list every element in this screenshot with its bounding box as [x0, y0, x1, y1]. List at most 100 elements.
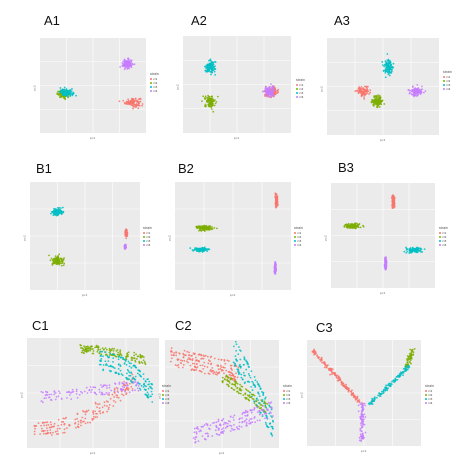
scatter-point — [49, 421, 52, 423]
x-axis-label: pc1 — [380, 291, 386, 295]
scatter-point — [89, 349, 91, 352]
scatter-point — [260, 406, 263, 409]
scatter-point — [112, 357, 115, 360]
scatter-point — [365, 89, 367, 92]
scatter-point — [111, 393, 114, 396]
legend-entry: cl3 — [294, 239, 303, 243]
scatter-point — [42, 421, 44, 424]
scatter-point — [133, 377, 136, 380]
scatter-point — [99, 363, 102, 366]
scatter-point — [272, 427, 274, 430]
scatter-point — [62, 90, 65, 93]
scatter-point — [268, 412, 271, 415]
scatter-point — [349, 225, 352, 228]
scatter-point — [85, 348, 88, 351]
scatter-point — [369, 89, 372, 92]
scatter-point — [193, 369, 196, 371]
scatter-point — [316, 355, 319, 358]
scatter-point — [176, 364, 178, 367]
scatter-point — [229, 374, 232, 377]
scatter-point — [364, 431, 367, 434]
scatter-point — [208, 59, 210, 62]
scatter-point — [123, 386, 126, 389]
scatter-point — [126, 67, 129, 70]
scatter-point — [195, 369, 198, 371]
x-axis-label: pc1 — [234, 136, 240, 140]
scatter-point — [227, 420, 230, 422]
scatter-point — [48, 254, 50, 257]
scatter-point — [76, 396, 79, 399]
scatter-point — [211, 435, 214, 437]
scatter-point — [409, 361, 411, 364]
scatter-point — [411, 350, 414, 353]
plot-b2 — [175, 182, 291, 290]
scatter-point — [381, 61, 384, 63]
scatter-point — [46, 429, 49, 432]
scatter-point — [411, 88, 414, 91]
scatter-point — [141, 362, 144, 364]
scatter-point — [83, 352, 86, 355]
scatter-point — [203, 424, 206, 426]
scatter-point — [50, 393, 53, 396]
legend-swatch — [443, 84, 445, 86]
plot-c3 — [307, 340, 421, 446]
scatter-point — [384, 258, 387, 261]
scatter-point — [142, 383, 145, 386]
y-axis-label: pc2 — [167, 235, 172, 241]
scatter-point — [176, 358, 179, 361]
legend-entry: cl1 — [296, 83, 305, 87]
scatter-point — [112, 349, 115, 352]
scatter-point — [50, 257, 53, 260]
scatter-point — [109, 352, 112, 355]
scatter-point — [383, 103, 386, 105]
scatter-point — [238, 425, 241, 428]
scatter-point — [236, 376, 239, 379]
scatter-point — [419, 90, 422, 93]
scatter-point — [388, 68, 391, 70]
scatter-point — [39, 433, 42, 435]
scatter-point — [360, 439, 363, 442]
scatter-point — [62, 210, 65, 213]
scatter-point — [53, 261, 55, 264]
scatter-point — [173, 354, 175, 357]
scatter-point — [205, 64, 208, 67]
scatter-point — [204, 95, 207, 98]
panel-label-b3: B3 — [338, 160, 354, 175]
scatter-point — [82, 410, 84, 412]
scatter-point — [321, 361, 323, 364]
scatter-plot-svg — [40, 38, 146, 133]
scatter-point — [205, 225, 207, 228]
scatter-point — [121, 385, 124, 388]
scatter-point — [187, 354, 190, 357]
scatter-point — [371, 398, 374, 401]
x-axis-label: pc1 — [90, 136, 96, 140]
scatter-point — [258, 402, 261, 404]
scatter-point — [225, 421, 227, 424]
scatter-point — [363, 413, 366, 416]
scatter-point — [252, 393, 255, 396]
scatter-point — [139, 100, 142, 103]
scatter-point — [313, 350, 316, 353]
scatter-point — [207, 104, 210, 107]
scatter-point — [224, 427, 227, 429]
scatter-point — [117, 355, 120, 358]
scatter-point — [147, 378, 149, 381]
scatter-point — [141, 355, 144, 358]
scatter-point — [265, 414, 268, 417]
scatter-point — [99, 354, 102, 357]
scatter-point — [245, 423, 248, 425]
scatter-point — [50, 423, 52, 426]
scatter-point — [237, 392, 240, 394]
scatter-point — [404, 365, 407, 368]
scatter-point — [236, 390, 239, 393]
scatter-point — [131, 373, 134, 376]
scatter-point — [209, 63, 212, 66]
scatter-point — [214, 373, 217, 376]
scatter-point — [275, 201, 277, 203]
scatter-point — [124, 61, 126, 64]
scatter-point — [211, 95, 213, 98]
legend-label: cl4 — [146, 243, 151, 247]
scatter-point — [56, 256, 59, 259]
scatter-point — [120, 389, 123, 392]
scatter-point — [384, 63, 386, 66]
